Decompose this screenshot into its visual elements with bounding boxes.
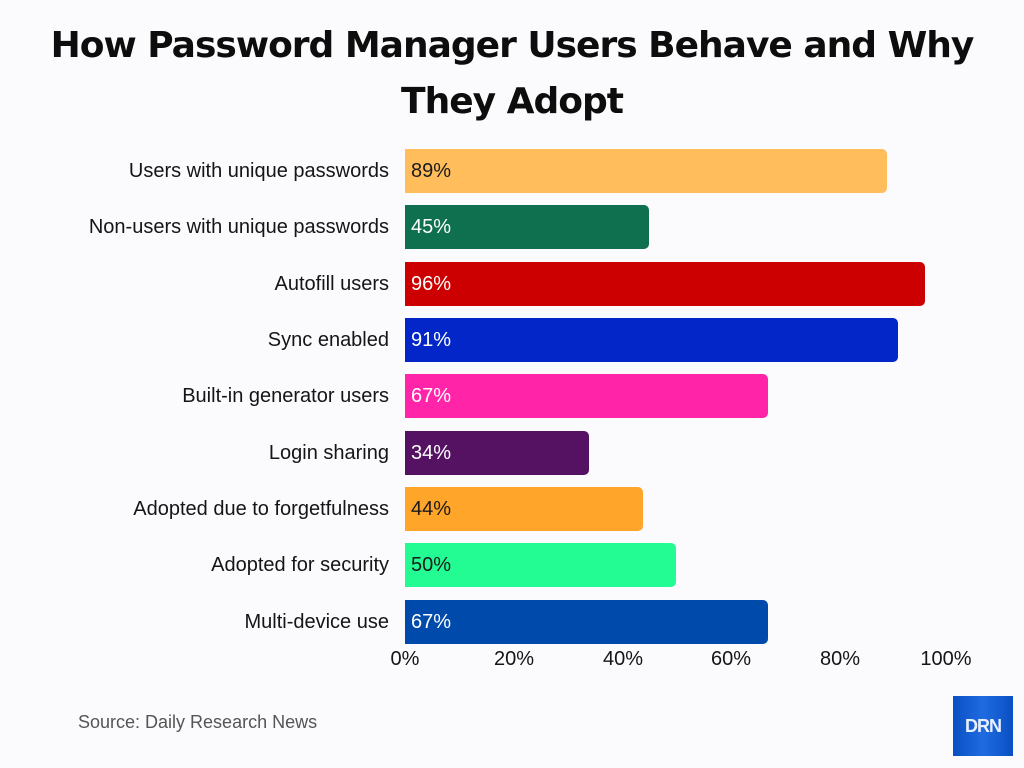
bar-row: Sync enabled 91% bbox=[0, 318, 1024, 362]
x-tick: 0% bbox=[390, 648, 420, 670]
value-label: 67% bbox=[411, 385, 452, 407]
value-label: 34% bbox=[411, 442, 452, 464]
bar-row: Adopted due to forgetfulness 44% bbox=[0, 487, 1024, 531]
bar-row: Built-in generator users 67% bbox=[0, 374, 1024, 418]
bar-row: Users with unique passwords 89% bbox=[0, 149, 1024, 193]
source-note: Source: Daily Research News bbox=[78, 712, 318, 732]
bar: 96% bbox=[405, 262, 926, 306]
category-label: Adopted due to forgetfulness bbox=[133, 498, 389, 520]
title-line-1: How Password Manager Users Behave and Wh… bbox=[50, 25, 975, 66]
value-label: 96% bbox=[411, 273, 452, 295]
value-label: 67% bbox=[411, 611, 452, 633]
drn-logo: DRN bbox=[953, 696, 1013, 756]
bar-row: Adopted for security 50% bbox=[0, 543, 1024, 587]
bar: 34% bbox=[405, 431, 590, 475]
title-line-2: They Adopt bbox=[401, 81, 624, 122]
bar: 45% bbox=[405, 205, 649, 249]
bar: 50% bbox=[405, 543, 676, 587]
x-tick: 40% bbox=[602, 648, 644, 670]
value-label: 44% bbox=[411, 498, 452, 520]
bar-row: Non-users with unique passwords 45% bbox=[0, 205, 1024, 249]
category-label: Login sharing bbox=[268, 442, 389, 464]
bar-row: Multi-device use 67% bbox=[0, 600, 1024, 644]
bar-row: Autofill users 96% bbox=[0, 262, 1024, 306]
bar: 91% bbox=[405, 318, 899, 362]
category-label: Sync enabled bbox=[267, 329, 389, 351]
category-label: Autofill users bbox=[274, 273, 390, 295]
x-tick: 100% bbox=[920, 648, 972, 670]
bar: 67% bbox=[405, 600, 769, 644]
value-label: 45% bbox=[411, 216, 452, 238]
bar-row: Login sharing 34% bbox=[0, 431, 1024, 475]
value-label: 91% bbox=[411, 329, 452, 351]
category-label: Users with unique passwords bbox=[128, 160, 389, 182]
bar: 67% bbox=[405, 374, 769, 418]
category-label: Built-in generator users bbox=[182, 385, 389, 407]
category-label: Non-users with unique passwords bbox=[88, 216, 389, 238]
bar-chart: Users with unique passwords 89% Non-user… bbox=[0, 149, 1024, 678]
bar: 89% bbox=[405, 149, 888, 193]
x-axis: 0% 20% 40% 60% 80% 100% bbox=[391, 648, 972, 678]
bar: 44% bbox=[405, 487, 644, 531]
value-label: 89% bbox=[411, 160, 452, 182]
value-label: 50% bbox=[411, 554, 452, 576]
x-tick: 80% bbox=[819, 648, 861, 670]
x-tick: 20% bbox=[493, 648, 535, 670]
category-label: Adopted for security bbox=[211, 554, 389, 576]
category-label: Multi-device use bbox=[244, 611, 389, 633]
x-tick: 60% bbox=[710, 648, 752, 670]
chart-title: How Password Manager Users Behave and Wh… bbox=[0, 18, 1024, 130]
